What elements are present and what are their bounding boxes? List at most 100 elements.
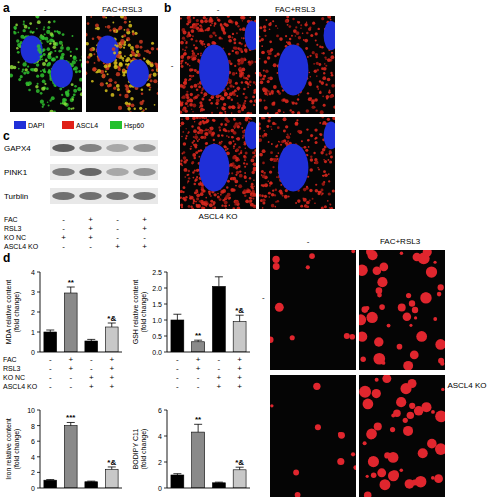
stain-dot <box>235 51 239 55</box>
error-stem <box>111 323 112 327</box>
stain-dot <box>295 122 298 125</box>
stain-dot <box>47 47 51 51</box>
stain-dot <box>75 70 78 73</box>
stain-dot <box>309 26 311 28</box>
stain-dot <box>233 86 235 88</box>
stain-dot <box>48 21 51 24</box>
stain-dot <box>13 31 15 33</box>
stain-dot <box>47 26 50 29</box>
stain-dot <box>44 83 46 85</box>
stain-dot <box>272 166 274 168</box>
stain-dot <box>308 81 311 84</box>
stain-dot <box>290 133 291 134</box>
stain-dot <box>360 356 365 361</box>
stain-dot <box>233 147 235 149</box>
stain-dot <box>192 111 194 113</box>
stain-dot <box>270 151 273 154</box>
stain-dot <box>214 22 217 25</box>
stain-dot <box>109 65 111 67</box>
stain-dot <box>295 122 299 126</box>
stain-dot <box>182 131 184 133</box>
stain-dot <box>188 32 191 35</box>
stain-dot <box>312 22 315 25</box>
stain-dot <box>234 143 236 145</box>
stain-dot <box>291 35 293 37</box>
stain-dot <box>192 117 196 120</box>
stain-dot <box>283 111 285 113</box>
stain-dot <box>301 140 303 142</box>
stain-dot <box>236 72 238 74</box>
stain-dot <box>414 316 417 319</box>
stain-dot <box>236 32 238 34</box>
stain-dot <box>208 190 210 192</box>
stain-dot <box>43 70 45 72</box>
stain-dot <box>250 193 252 195</box>
stain-dot <box>272 122 275 125</box>
stain-dot <box>262 175 266 179</box>
stain-dot <box>277 200 280 203</box>
stain-dot <box>182 48 184 50</box>
stain-dot <box>406 293 411 298</box>
treatment-sign: + <box>88 224 93 233</box>
stain-dot <box>226 135 228 137</box>
stain-dot <box>193 129 197 133</box>
stain-dot <box>249 63 252 66</box>
stain-dot <box>114 81 117 84</box>
stain-dot <box>118 106 122 110</box>
stain-dot <box>398 304 406 312</box>
stain-dot <box>316 86 318 88</box>
treatment-sign: - <box>49 355 52 364</box>
stain-dot <box>244 172 246 174</box>
stain-dot <box>275 112 279 114</box>
stain-dot <box>132 30 135 33</box>
stain-dot <box>231 99 233 101</box>
panel-label: b <box>164 1 171 15</box>
stain-dot <box>182 95 186 99</box>
stain-dot <box>192 53 196 57</box>
stain-dot <box>149 87 151 89</box>
stain-dot <box>295 31 299 35</box>
stain-dot <box>49 43 51 45</box>
stain-dot <box>285 19 289 23</box>
column-label: - <box>307 237 310 246</box>
stain-dot <box>272 190 274 192</box>
stain-dot <box>366 250 374 256</box>
stain-dot <box>321 182 325 186</box>
stain-dot <box>190 93 193 96</box>
treatment-sign: - <box>89 242 92 251</box>
stain-dot <box>278 141 280 143</box>
stain-dot <box>91 80 94 83</box>
stain-dot <box>262 78 265 81</box>
stain-dot <box>330 204 332 206</box>
stain-dot <box>139 107 142 110</box>
stain-dot <box>296 119 298 121</box>
stain-dot <box>28 89 31 92</box>
stain-dot <box>200 52 202 54</box>
stain-dot <box>239 28 241 30</box>
stain-dot <box>213 193 216 196</box>
stain-dot <box>186 41 188 43</box>
stain-dot <box>150 79 153 82</box>
stain-dot <box>420 292 431 303</box>
stain-dot <box>96 27 100 31</box>
stain-dot <box>311 99 315 103</box>
stain-dot <box>238 110 241 113</box>
stain-dot <box>268 141 270 143</box>
stain-dot <box>270 158 273 161</box>
stain-dot <box>269 170 272 173</box>
stain-dot <box>307 56 309 58</box>
stain-dot <box>243 162 245 164</box>
stain-dot <box>391 414 395 418</box>
stain-dot <box>270 181 273 184</box>
stain-dot <box>151 47 155 51</box>
stain-dot <box>141 92 144 95</box>
stain-dot <box>223 199 225 201</box>
stain-dot <box>259 153 263 157</box>
stain-dot <box>325 65 327 67</box>
stain-dot <box>309 253 315 259</box>
stain-dot <box>331 84 335 88</box>
stain-dot <box>241 107 243 109</box>
stain-dot <box>293 470 299 476</box>
stain-dot <box>209 35 213 39</box>
stain-dot <box>268 117 271 119</box>
